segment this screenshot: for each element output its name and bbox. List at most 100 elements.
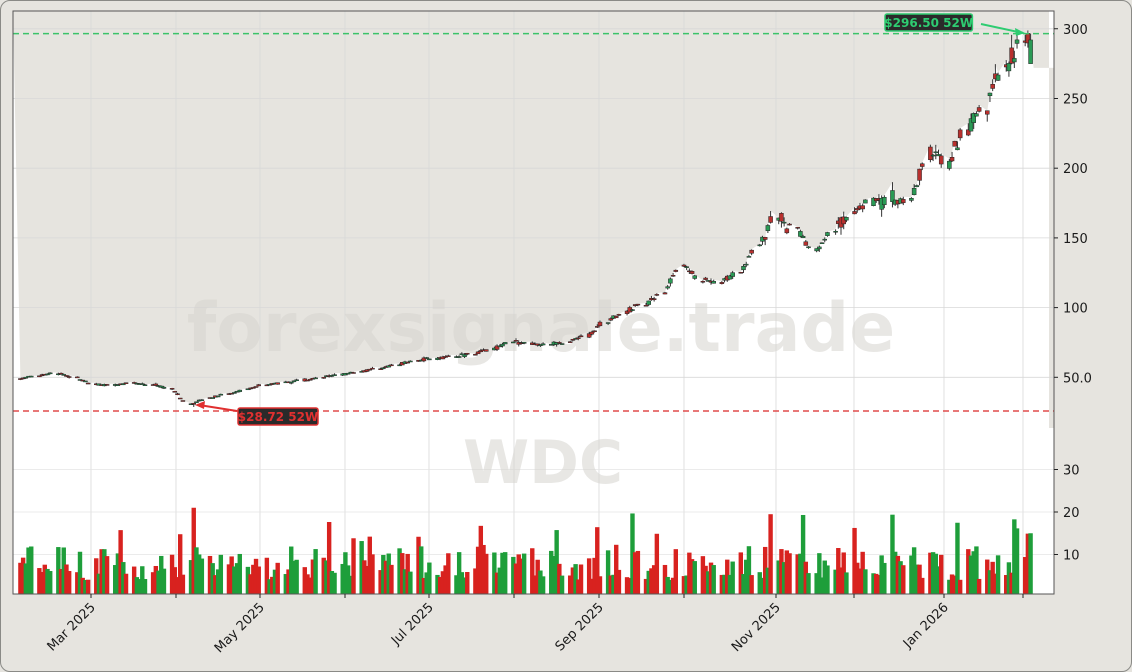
volume-bar	[874, 573, 879, 594]
volume-bar	[237, 553, 242, 594]
volume-bar	[952, 575, 957, 594]
volume-bar	[825, 565, 830, 594]
candle-body	[180, 400, 186, 402]
volume-bar	[142, 579, 148, 594]
candle-body	[253, 386, 259, 388]
volume-bar	[681, 576, 687, 594]
candle-body	[833, 230, 838, 233]
volume-bar	[251, 564, 256, 594]
volume-bar	[863, 569, 868, 594]
candle-body	[608, 318, 614, 321]
volume-bar	[860, 551, 865, 594]
volume-bar	[402, 569, 408, 594]
candle-body	[313, 377, 318, 380]
volume-bar	[180, 574, 186, 594]
volume-bar	[1014, 528, 1020, 594]
volume-bar	[540, 576, 546, 594]
volume-bar	[232, 566, 237, 594]
candle-body	[855, 208, 860, 211]
candle-body	[700, 280, 706, 283]
volume-bar	[427, 562, 432, 594]
volume-bar	[497, 567, 502, 594]
volume-bar	[443, 565, 448, 594]
candle-body	[424, 357, 429, 359]
volume-bar	[730, 561, 735, 594]
volume-bar	[191, 507, 196, 594]
volume-bar	[326, 522, 332, 594]
volume-bar	[933, 553, 938, 594]
candle-body	[719, 282, 725, 284]
volume-bar	[852, 527, 857, 594]
volume-bar	[37, 568, 42, 594]
volume-bar	[662, 564, 668, 594]
volume-bar	[421, 577, 427, 594]
volume-bar	[990, 561, 995, 594]
volume-bar	[465, 572, 470, 594]
candle-body	[974, 113, 979, 117]
candle-body	[882, 196, 887, 205]
volume-bar	[876, 575, 882, 594]
volume-bar	[77, 551, 83, 594]
candle-body	[161, 386, 167, 389]
volume-bar	[104, 556, 110, 594]
candle-body	[624, 310, 630, 314]
volume-bar	[651, 565, 657, 594]
volume-bar	[746, 546, 752, 594]
volume-bar	[844, 572, 849, 594]
candle-body	[104, 384, 110, 386]
volume-bar	[123, 573, 129, 594]
price-tick-label: 200	[1063, 162, 1088, 177]
candle-body	[45, 373, 50, 376]
volume-bar	[511, 556, 516, 594]
candle-body	[787, 223, 792, 226]
candle-body	[803, 241, 809, 246]
candles	[18, 30, 1033, 407]
volume-bar	[608, 575, 614, 594]
candle-body	[210, 397, 215, 399]
x-tick-label: Jul 2025	[388, 600, 437, 649]
candle-body	[765, 225, 771, 231]
x-tick-label: May 2025	[212, 600, 268, 656]
volume-bar	[949, 574, 955, 594]
candle-body	[465, 353, 470, 355]
volume-bar	[1012, 519, 1017, 594]
volume-bar	[153, 565, 159, 594]
volume-bar	[665, 576, 670, 594]
candle-body	[578, 335, 584, 338]
volume-bar	[66, 571, 72, 594]
volume-bar	[955, 522, 960, 594]
volume-bar	[94, 558, 99, 594]
candle-body	[597, 321, 603, 327]
volume-bar	[914, 564, 920, 594]
volume-tick-label: 30	[1063, 464, 1080, 479]
volume-bar	[987, 570, 993, 594]
volume-bar	[687, 552, 692, 594]
volume-bar	[397, 548, 402, 594]
candle-body	[814, 248, 819, 252]
candle-body	[275, 382, 280, 385]
volume-bar	[294, 559, 299, 594]
candle-body	[446, 355, 451, 357]
volume-bar	[340, 563, 345, 594]
volume-bar	[96, 573, 102, 594]
volume-bar	[313, 549, 318, 594]
low-52w-label-box	[237, 407, 319, 426]
volume-bar	[519, 558, 524, 594]
volume-bar	[855, 562, 860, 594]
candle-body	[966, 129, 971, 136]
volume-bar	[673, 549, 679, 594]
volume-bar	[134, 577, 140, 594]
volume-bar	[48, 571, 53, 594]
volume-bar	[1022, 557, 1028, 594]
volume-bar	[741, 574, 746, 594]
candle-body	[768, 216, 773, 223]
volume-bar	[692, 561, 697, 594]
volume-bar	[270, 576, 275, 594]
candle-body	[743, 263, 749, 266]
candle-body	[37, 375, 42, 378]
volume-bar	[538, 570, 543, 594]
volume-tick-label: 10	[1063, 549, 1080, 564]
candle-body	[500, 343, 505, 347]
volume-bar	[234, 563, 240, 594]
